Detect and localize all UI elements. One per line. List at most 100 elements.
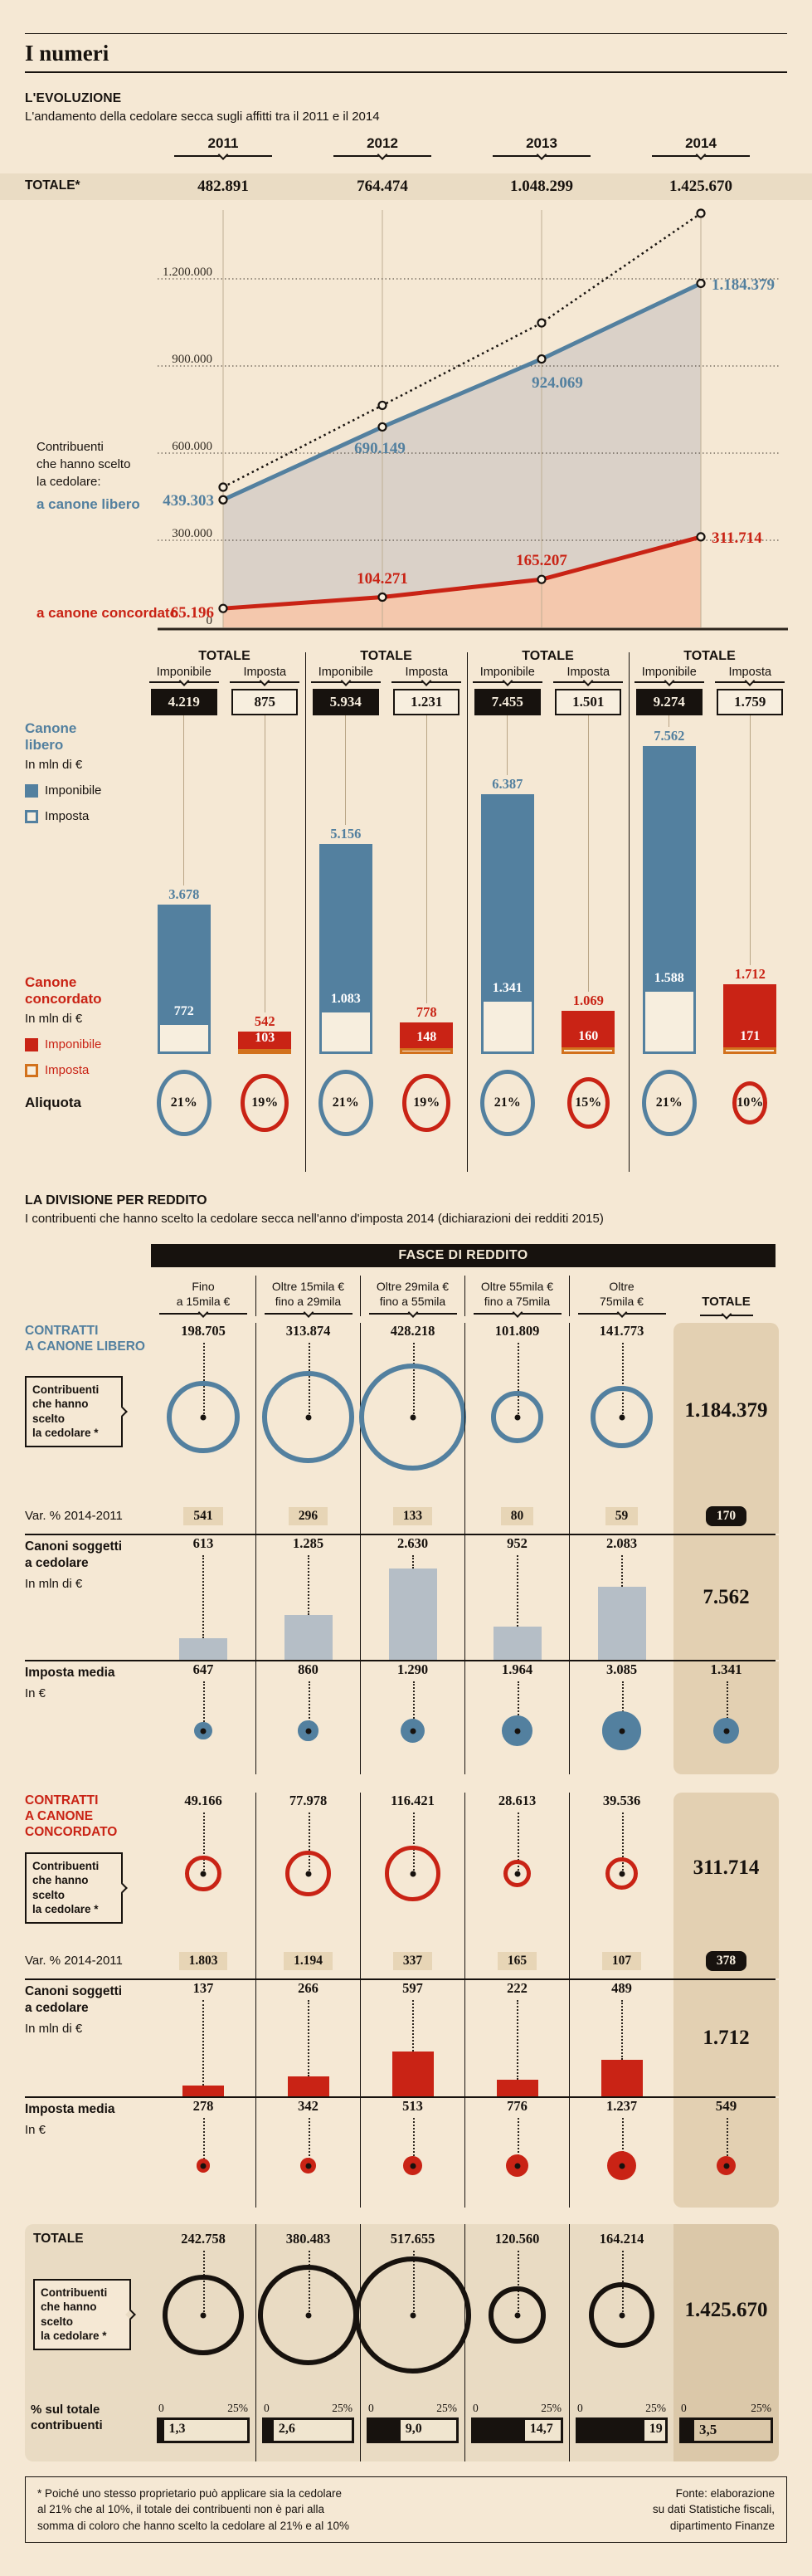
divisione-title: LA DIVISIONE PER REDDITO <box>25 1193 207 1208</box>
box-arrow-icon <box>117 1882 128 1893</box>
libero-imposta-bar <box>642 989 696 1054</box>
totale-2011: 482.891 <box>197 178 249 195</box>
legend-item-imponibile: Imponibile <box>25 1037 102 1051</box>
divider <box>25 1659 776 1661</box>
imponibile-total-box: 5.934 <box>312 689 379 715</box>
libero-imponibile-label: 7.562 <box>654 728 685 744</box>
aliquota-label: Aliquota <box>25 1095 81 1110</box>
evolution-subtitle: L'andamento della cedolare secca sugli a… <box>25 110 380 124</box>
concordato-imposta-label: 160 <box>578 1029 599 1044</box>
unit-label: In mln di € <box>25 1012 83 1027</box>
canoni-bar <box>287 2076 329 2096</box>
top-rule <box>25 33 787 34</box>
libero-circle <box>262 1371 354 1463</box>
concordato-imponibile-bar: 160 <box>562 1010 615 1054</box>
fascia-header-5: Oltre 75mila € <box>569 1276 673 1319</box>
libero-cell-4: 101.809 <box>464 1322 569 1499</box>
libero-cell-3: 428.218 <box>359 1322 466 1499</box>
legend-canone-libero-block: Canone libero In mln di € Imponibile Impo… <box>25 720 102 824</box>
year-2012: 2012 <box>328 135 436 160</box>
libero-imposta-label: 772 <box>173 1004 194 1019</box>
footnote-box: * Poiché uno stesso proprietario può app… <box>25 2476 787 2544</box>
canoni-label: Canoni soggetti a cedolare <box>25 1539 123 1570</box>
libero-imponibile-label: 6.387 <box>492 776 523 793</box>
imponibile-total-box: 7.455 <box>474 689 541 715</box>
imposta-media-label: Imposta media <box>25 2101 115 2116</box>
imposta-swatch-icon <box>25 809 38 823</box>
aliquota-libero-2013: 21% <box>479 1069 535 1137</box>
imponibile-swatch-icon <box>25 1037 38 1051</box>
concordato-imponibile-label: 542 <box>254 1013 275 1030</box>
totale-2014: 1.425.670 <box>669 178 732 195</box>
footnote: * Poiché uno stesso proprietario può app… <box>37 2486 349 2532</box>
unit-label: In € <box>25 2122 46 2137</box>
year-header-row: 2011 2012 2013 2014 <box>0 135 812 170</box>
libero-canoni-row: Canoni soggetti a cedolare In mln di € 61… <box>25 1534 779 1660</box>
var-chip: 80 <box>500 1506 534 1525</box>
aliquota-libero-2011: 21% <box>156 1069 212 1137</box>
concordato-circle <box>285 1851 331 1896</box>
concordato-imponibile-bar: 103 <box>238 1031 292 1054</box>
concordato-2014-value: 311.714 <box>712 529 762 547</box>
legend-canone-libero: a canone libero <box>36 496 140 512</box>
pct-gauge: 9,0 <box>367 2417 459 2443</box>
imposta-total-box: 875 <box>231 689 299 715</box>
totale-2013: 1.048.299 <box>510 178 573 195</box>
fascia-header-1: Fino a 15mila € <box>151 1276 255 1319</box>
canoni-label: Canoni soggetti a cedolare <box>25 1983 123 2015</box>
evolution-line-chart: 1.200.000 900.000 600.000 300.000 0 Cont… <box>36 208 788 631</box>
fascia-header-2: Oltre 15mila € fino a 29mila <box>255 1276 360 1319</box>
totale-band: TOTALE* 482.891 764.474 1.048.299 1.425.… <box>0 173 812 200</box>
imposta-totale-cell: 549 <box>673 2097 779 2208</box>
canoni-bar <box>600 2059 643 2096</box>
bar-group-2013: TOTALE Imponibile Imposta 7.455 1.501 6.3… <box>467 649 629 1054</box>
fascia-header-3: Oltre 29mila € fino a 55mila <box>360 1276 464 1319</box>
libero-cell-1: 198.705 <box>151 1323 255 1499</box>
concordato-2013-value: 165.207 <box>516 552 567 569</box>
imposta-swatch-icon <box>25 1063 38 1077</box>
var-chip-totale: 170 <box>705 1505 747 1526</box>
aliquota-concordato-2011: 19% <box>241 1073 289 1133</box>
libero-var-row: Var. % 2014-2011 541 296 133 80 59 170 <box>25 1498 779 1534</box>
contribuenti-box: Contribuenti che hanno scelto la cedolare … <box>25 1375 128 1447</box>
var-chip: 296 <box>288 1506 328 1525</box>
imponibile-total-box: 9.274 <box>635 689 703 715</box>
bar-group-2012: TOTALE Imponibile Imposta 5.934 1.231 5.1… <box>305 649 467 1054</box>
concordato-contribuenti-row: CONTRATTI A CANONE CONCORDATO Contribuenti… <box>25 1792 779 1944</box>
concordato-circle <box>384 1845 441 1902</box>
legend-item-imposta: Imposta <box>25 809 101 823</box>
bar-group-2011: TOTALE Imponibile Imposta 4.219 875 3.678… <box>143 649 305 1054</box>
year-underline <box>652 149 750 160</box>
title-rule <box>25 71 787 73</box>
concordato-imponibile-bar: 148 <box>400 1022 454 1054</box>
contribuenti-box: Contribuenti che hanno scelto la cedolare … <box>33 2278 136 2350</box>
legend-intro-line1: Contribuenti <box>36 440 104 454</box>
canoni-bar <box>182 2086 224 2096</box>
y-axis-tick-zero: 0 <box>207 614 213 627</box>
group-separator <box>467 652 468 1172</box>
libero-row-title: CONTRATTI A CANONE LIBERO <box>25 1323 145 1354</box>
concordato-var-row: Var. % 2014-2011 1.803 1.194 337 165 107… <box>25 1943 779 1978</box>
pct-gauge: 14,7 <box>471 2417 563 2443</box>
imponibile-total-box: 4.219 <box>150 689 217 715</box>
concordato-imposta-bar <box>723 1046 777 1054</box>
aliquota-row: Aliquota 21% 19% 21% 19% 21% 15% 21% 10% <box>25 1054 812 1152</box>
aliquota-libero-2012: 21% <box>318 1069 373 1137</box>
source: Fonte: elaborazione su dati Statistiche f… <box>652 2486 775 2532</box>
imposta-total-box: 1.759 <box>717 689 784 715</box>
fasce-di-reddito-banner: FASCE DI REDDITO <box>151 1244 776 1267</box>
aliquota-concordato-2014: 10% <box>732 1081 768 1125</box>
aliquota-concordato-2012: 19% <box>402 1073 451 1133</box>
pct-gauge: 1,3 <box>157 2417 250 2443</box>
concordato-imponibile-bar: 171 <box>723 984 777 1054</box>
imposta-total-box: 1.231 <box>393 689 460 715</box>
pct-label: % sul totale contribuenti <box>31 2402 103 2433</box>
year-2011: 2011 <box>169 135 277 160</box>
libero-circle <box>491 1391 543 1443</box>
concordato-imposta-label: 171 <box>740 1028 761 1043</box>
var-chip: 59 <box>605 1506 639 1525</box>
page-title: I numeri <box>25 41 109 66</box>
year-bar-groups: TOTALE Imponibile Imposta 4.219 875 3.678… <box>143 649 812 1054</box>
totale-circle <box>588 2281 655 2349</box>
canoni-bar <box>179 1637 227 1660</box>
